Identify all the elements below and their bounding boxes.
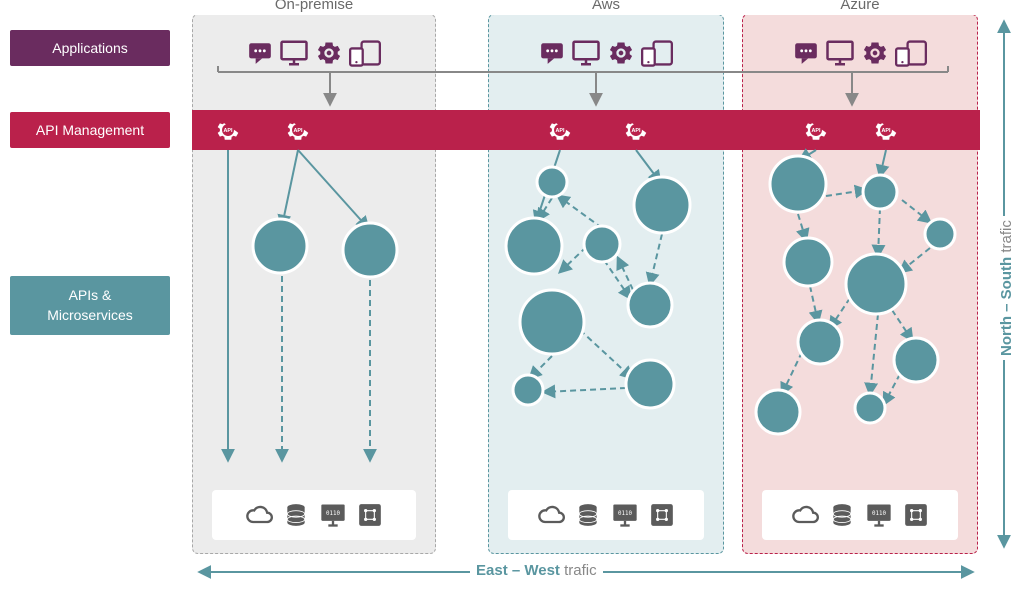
env-column-azure — [742, 14, 978, 554]
env-title: On-premise — [192, 0, 436, 15]
svg-text:API: API — [223, 128, 233, 134]
app-icons — [772, 38, 948, 68]
datastore-icons: 0110 — [508, 490, 704, 540]
app-icons — [222, 38, 406, 68]
api-gear-icon: API — [623, 117, 649, 143]
svg-text:API: API — [811, 128, 821, 134]
svg-text:0110: 0110 — [618, 511, 633, 517]
north-south-label: North – South trafic — [998, 216, 1015, 360]
svg-text:0110: 0110 — [872, 511, 887, 517]
env-title: Azure — [742, 0, 978, 15]
datastore-icons: 0110 — [762, 490, 958, 540]
label-apis-microservices: APIs & Microservices — [10, 276, 170, 335]
svg-text:API: API — [293, 128, 303, 134]
app-icons — [518, 38, 694, 68]
label-api-management: API Management — [10, 112, 170, 148]
api-gear-icon: API — [873, 117, 899, 143]
svg-text:API: API — [555, 128, 565, 134]
env-column-on-premise — [192, 14, 436, 554]
api-gear-icon: API — [215, 117, 241, 143]
api-gear-icon: API — [803, 117, 829, 143]
svg-text:0110: 0110 — [326, 511, 341, 517]
east-west-label: East – West trafic — [470, 562, 603, 579]
label-applications: Applications — [10, 30, 170, 66]
svg-text:API: API — [881, 128, 891, 134]
env-title: Aws — [488, 0, 724, 15]
api-gear-icon: API — [547, 117, 573, 143]
datastore-icons: 0110 — [212, 490, 416, 540]
api-gear-icon: API — [285, 117, 311, 143]
svg-text:API: API — [631, 128, 641, 134]
env-column-aws — [488, 14, 724, 554]
